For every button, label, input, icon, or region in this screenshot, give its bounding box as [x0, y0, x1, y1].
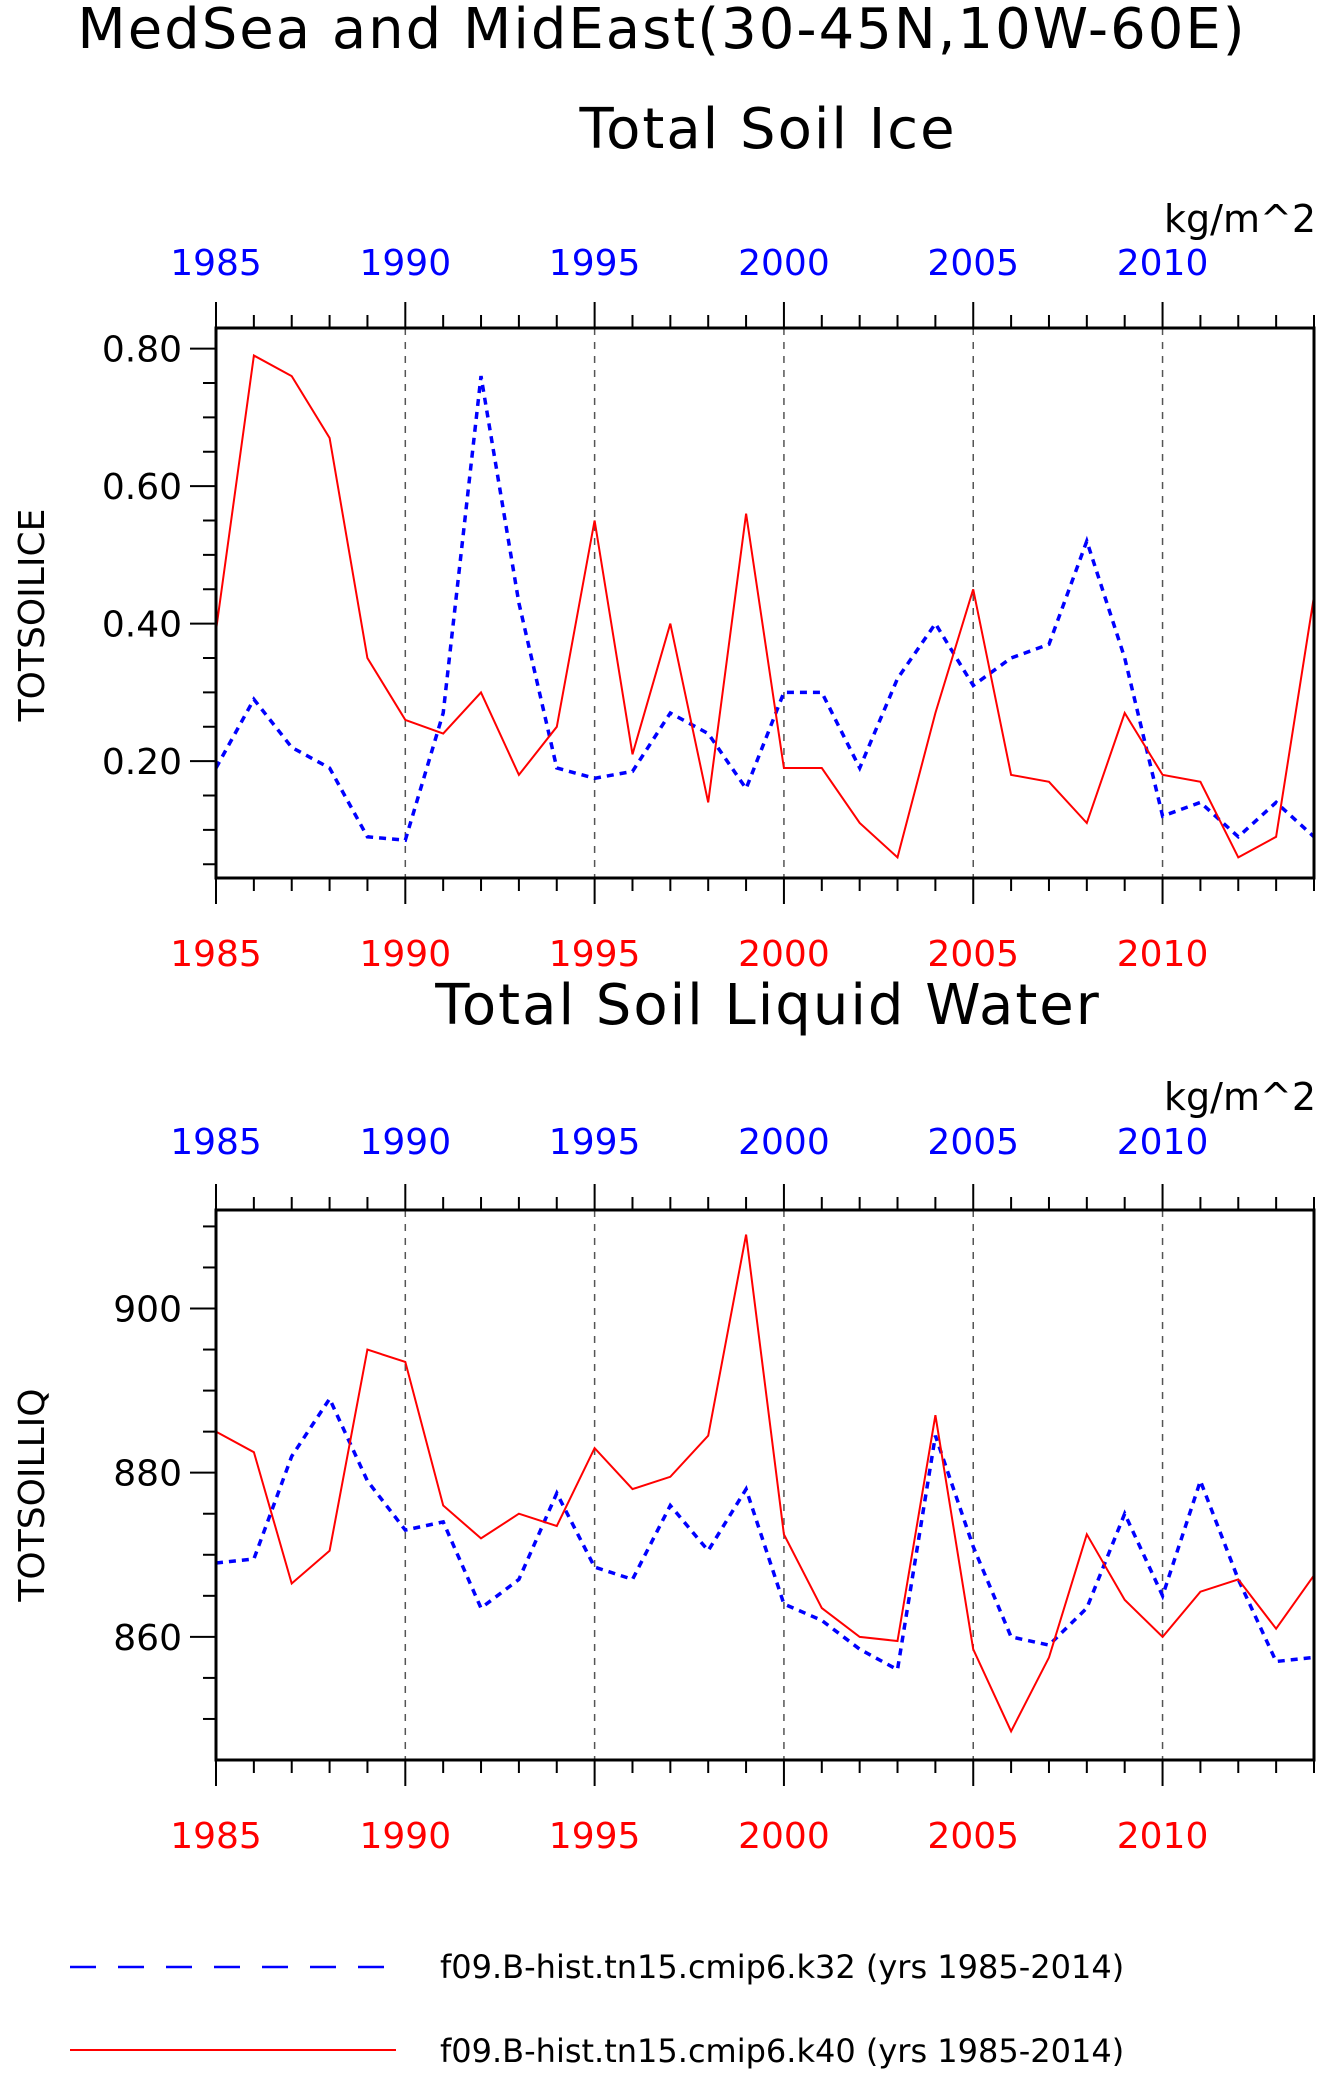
x-tick-label-top: 1990: [359, 243, 451, 284]
x-tick-label-top: 2010: [1117, 243, 1209, 284]
units-label-soil-ice: kg/m^2: [1164, 197, 1316, 241]
series-line-k40: [215, 1234, 1315, 1734]
y-tick-label: 0.60: [102, 467, 182, 508]
x-tick-label-bottom: 1985: [170, 934, 262, 975]
x-tick-label-bottom: 2000: [738, 1816, 830, 1857]
y-axis-label-soil-ice: TOTSOILICE: [12, 509, 53, 723]
series-line-k32: [215, 1395, 1315, 1673]
soil-liquid-panel: Total Soil Liquid Water kg/m^2 TOTSOILLI…: [12, 973, 1316, 1857]
x-tick-label-top: 2000: [738, 1122, 830, 1163]
x-tick-label-top: 1995: [549, 1122, 641, 1163]
x-tick-label-bottom: 1985: [170, 1816, 262, 1857]
y-tick-label: 900: [113, 1290, 182, 1331]
panel-title-soil-liquid: Total Soil Liquid Water: [434, 973, 1101, 1038]
panel-title-soil-ice: Total Soil Ice: [578, 97, 956, 162]
plot-frame: [214, 326, 1316, 880]
x-tick-label-top: 1985: [170, 1122, 262, 1163]
x-tick-label-top: 2000: [738, 243, 830, 284]
x-tick-label-bottom: 1995: [549, 1816, 641, 1857]
legend-label-k32: f09.B-hist.tn15.cmip6.k32 (yrs 1985-2014…: [440, 1948, 1124, 1986]
x-tick-label-top: 1990: [359, 1122, 451, 1163]
x-tick-label-bottom: 2010: [1117, 1816, 1209, 1857]
figure-title: MedSea and MidEast(30-45N,10W-60E): [77, 0, 1246, 62]
x-tick-label-bottom: 1995: [549, 934, 641, 975]
series-line-k40: [215, 353, 1315, 860]
x-tick-label-bottom: 1990: [359, 934, 451, 975]
plot-frame: [214, 1208, 1316, 1762]
y-axis-label-soil-liquid: TOTSOILLIQ: [12, 1388, 53, 1602]
x-tick-label-bottom: 2005: [927, 1816, 1019, 1857]
x-tick-label-top: 2005: [927, 243, 1019, 284]
y-tick-label: 860: [113, 1618, 182, 1659]
soil-ice-panel: Total Soil Ice kg/m^2 TOTSOILICE 1985 198…: [12, 97, 1316, 975]
x-tick-label-bottom: 2000: [738, 934, 830, 975]
series-line-k32: [214, 375, 1316, 843]
x-tick-label-top: 2010: [1117, 1122, 1209, 1163]
units-label-soil-liquid: kg/m^2: [1164, 1075, 1316, 1119]
x-tick-label-bottom: 1990: [359, 1816, 451, 1857]
x-tick-label-top: 2005: [927, 1122, 1019, 1163]
x-tick-label-top: 1995: [549, 243, 641, 284]
y-tick-label: 0.40: [102, 605, 182, 646]
legend: f09.B-hist.tn15.cmip6.k32 (yrs 1985-2014…: [70, 1948, 1124, 2070]
y-tick-label: 880: [113, 1454, 182, 1495]
x-tick-label-bottom: 2010: [1117, 934, 1209, 975]
y-tick-label: 0.80: [102, 330, 182, 371]
x-tick-label-top: 1985: [170, 243, 262, 284]
legend-label-k40: f09.B-hist.tn15.cmip6.k40 (yrs 1985-2014…: [440, 2032, 1124, 2070]
y-tick-label: 0.20: [102, 742, 182, 783]
x-tick-label-bottom: 2005: [927, 934, 1019, 975]
